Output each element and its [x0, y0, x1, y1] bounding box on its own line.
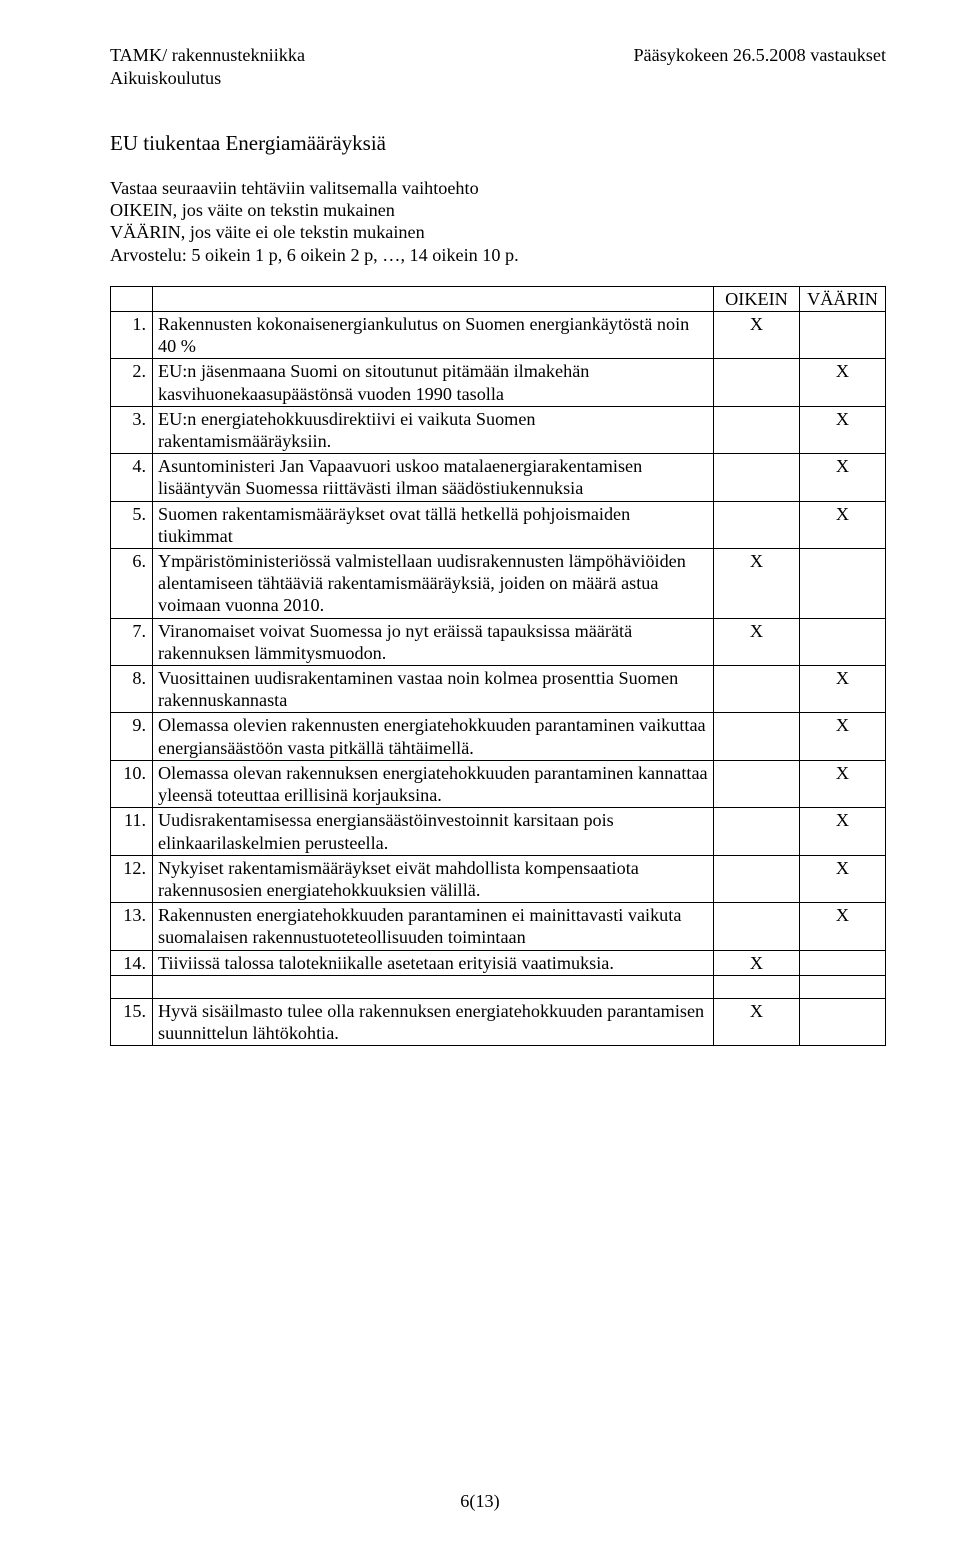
table-row: 12.Nykyiset rakentamismääräykset eivät m… — [111, 855, 886, 902]
row-oikein — [714, 501, 800, 548]
row-number: 2. — [111, 359, 153, 406]
row-oikein — [714, 760, 800, 807]
row-vaarin — [800, 950, 886, 975]
row-oikein — [714, 855, 800, 902]
table-row: 11.Uudisrakentamisessa energiansäästöinv… — [111, 808, 886, 855]
row-vaarin — [800, 312, 886, 359]
row-statement: Uudisrakentamisessa energiansäästöinvest… — [153, 808, 714, 855]
table-spacer-row — [111, 975, 886, 998]
row-number: 13. — [111, 903, 153, 950]
row-oikein — [714, 903, 800, 950]
row-statement: Olemassa olevan rakennuksen energiatehok… — [153, 760, 714, 807]
row-number: 14. — [111, 950, 153, 975]
header-left-sub: Aikuiskoulutus — [110, 67, 886, 89]
row-vaarin: X — [800, 666, 886, 713]
table-row: 4.Asuntoministeri Jan Vapaavuori uskoo m… — [111, 454, 886, 501]
header-right-top: Pääsykokeen 26.5.2008 vastaukset — [633, 44, 886, 66]
row-oikein — [714, 808, 800, 855]
row-number: 8. — [111, 666, 153, 713]
row-number: 12. — [111, 855, 153, 902]
row-number: 3. — [111, 406, 153, 453]
row-vaarin: X — [800, 855, 886, 902]
row-vaarin: X — [800, 760, 886, 807]
row-number: 15. — [111, 998, 153, 1045]
row-oikein — [714, 406, 800, 453]
col-vaarin-header: VÄÄRIN — [800, 286, 886, 311]
spacer-vaarin — [800, 975, 886, 998]
table-row: 10.Olemassa olevan rakennuksen energiate… — [111, 760, 886, 807]
row-vaarin: X — [800, 713, 886, 760]
row-oikein: X — [714, 950, 800, 975]
row-number: 11. — [111, 808, 153, 855]
row-number: 1. — [111, 312, 153, 359]
intro-line-3: VÄÄRIN, jos väite ei ole tekstin mukaine… — [110, 221, 886, 243]
table-row: 5.Suomen rakentamismääräykset ovat tällä… — [111, 501, 886, 548]
row-statement: EU:n energiatehokkuusdirektiivi ei vaiku… — [153, 406, 714, 453]
intro-line-1: Vastaa seuraaviin tehtäviin valitsemalla… — [110, 177, 886, 199]
spacer-num — [111, 975, 153, 998]
row-number: 9. — [111, 713, 153, 760]
row-number: 6. — [111, 549, 153, 619]
row-statement: Olemassa olevien rakennusten energiateho… — [153, 713, 714, 760]
row-vaarin: X — [800, 359, 886, 406]
table-header-row: OIKEINVÄÄRIN — [111, 286, 886, 311]
row-number: 5. — [111, 501, 153, 548]
row-statement: Hyvä sisäilmasto tulee olla rakennuksen … — [153, 998, 714, 1045]
row-statement: Nykyiset rakentamismääräykset eivät mahd… — [153, 855, 714, 902]
table-row: 9.Olemassa olevien rakennusten energiate… — [111, 713, 886, 760]
intro-line-4: Arvostelu: 5 oikein 1 p, 6 oikein 2 p, …… — [110, 244, 886, 266]
row-oikein — [714, 666, 800, 713]
table-row: 1.Rakennusten kokonaisenergiankulutus on… — [111, 312, 886, 359]
row-oikein — [714, 454, 800, 501]
row-vaarin — [800, 998, 886, 1045]
row-oikein: X — [714, 312, 800, 359]
header-left-top: TAMK/ rakennustekniikka — [110, 44, 305, 66]
row-vaarin — [800, 549, 886, 619]
intro-line-2: OIKEIN, jos väite on tekstin mukainen — [110, 199, 886, 221]
table-row: 14.Tiiviissä talossa talotekniikalle ase… — [111, 950, 886, 975]
intro-block: Vastaa seuraaviin tehtäviin valitsemalla… — [110, 177, 886, 266]
row-vaarin — [800, 618, 886, 665]
row-statement: Rakennusten energiatehokkuuden parantami… — [153, 903, 714, 950]
row-vaarin: X — [800, 406, 886, 453]
table-row: 15.Hyvä sisäilmasto tulee olla rakennuks… — [111, 998, 886, 1045]
table-row: 6.Ympäristöministeriössä valmistellaan u… — [111, 549, 886, 619]
row-statement: Suomen rakentamismääräykset ovat tällä h… — [153, 501, 714, 548]
row-statement: Tiiviissä talossa talotekniikalle asetet… — [153, 950, 714, 975]
row-oikein — [714, 713, 800, 760]
row-vaarin: X — [800, 903, 886, 950]
table-row: 7.Viranomaiset voivat Suomessa jo nyt er… — [111, 618, 886, 665]
row-statement: Viranomaiset voivat Suomessa jo nyt eräi… — [153, 618, 714, 665]
page-footer: 6(13) — [0, 1490, 960, 1512]
row-oikein: X — [714, 998, 800, 1045]
row-oikein: X — [714, 549, 800, 619]
row-vaarin: X — [800, 454, 886, 501]
header-blank-stmt — [153, 286, 714, 311]
page: TAMK/ rakennustekniikka Pääsykokeen 26.5… — [0, 0, 960, 1546]
row-statement: Vuosittainen uudisrakentaminen vastaa no… — [153, 666, 714, 713]
row-oikein: X — [714, 618, 800, 665]
row-statement: Rakennusten kokonaisenergiankulutus on S… — [153, 312, 714, 359]
table-row: 3.EU:n energiatehokkuusdirektiivi ei vai… — [111, 406, 886, 453]
row-number: 10. — [111, 760, 153, 807]
table-row: 8.Vuosittainen uudisrakentaminen vastaa … — [111, 666, 886, 713]
header-blank-num — [111, 286, 153, 311]
spacer-oikein — [714, 975, 800, 998]
row-statement: Ympäristöministeriössä valmistellaan uud… — [153, 549, 714, 619]
table-row: 2.EU:n jäsenmaana Suomi on sitoutunut pi… — [111, 359, 886, 406]
row-number: 7. — [111, 618, 153, 665]
header: TAMK/ rakennustekniikka Pääsykokeen 26.5… — [110, 44, 886, 66]
row-vaarin: X — [800, 808, 886, 855]
col-oikein-header: OIKEIN — [714, 286, 800, 311]
row-oikein — [714, 359, 800, 406]
row-vaarin: X — [800, 501, 886, 548]
row-number: 4. — [111, 454, 153, 501]
document-title: EU tiukentaa Energiamääräyksiä — [110, 131, 886, 157]
table-row: 13.Rakennusten energiatehokkuuden parant… — [111, 903, 886, 950]
answers-table: OIKEINVÄÄRIN1.Rakennusten kokonaisenergi… — [110, 286, 886, 1046]
row-statement: Asuntoministeri Jan Vapaavuori uskoo mat… — [153, 454, 714, 501]
row-statement: EU:n jäsenmaana Suomi on sitoutunut pitä… — [153, 359, 714, 406]
spacer-stmt — [153, 975, 714, 998]
